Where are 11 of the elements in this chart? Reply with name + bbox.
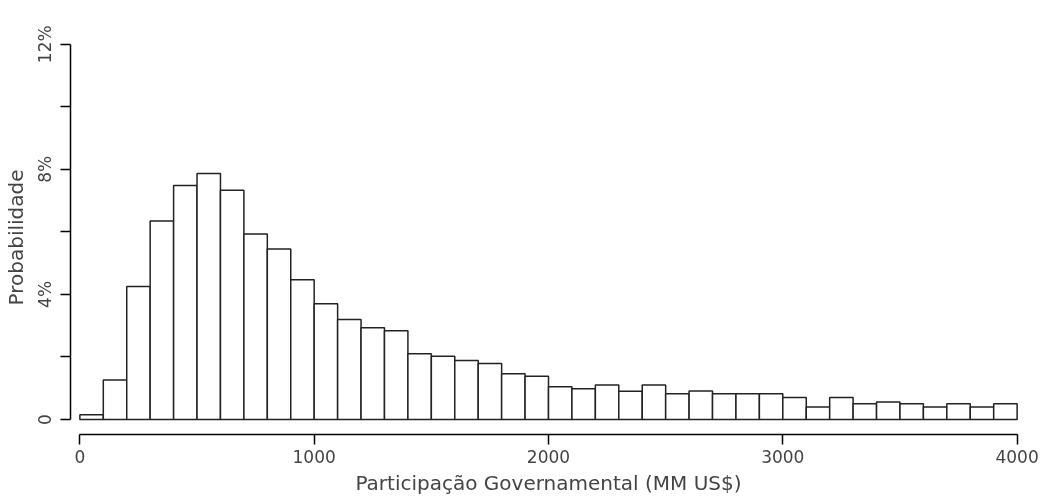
- y-tick-label: 4%: [35, 280, 56, 308]
- y-tick-label: 8%: [35, 155, 56, 183]
- y-tick-label: 0: [35, 414, 56, 425]
- x-tick-label: 3000: [761, 446, 805, 467]
- x-axis-title: Participação Governamental (MM US$): [355, 470, 742, 495]
- x-tick-label: 4000: [995, 446, 1039, 467]
- x-tick-label: 2000: [526, 446, 571, 467]
- y-axis-title: Probabilidade: [3, 169, 28, 306]
- x-tick-label: 0: [74, 446, 86, 467]
- y-tick-label: 12%: [35, 25, 56, 64]
- x-tick-label: 1000: [292, 446, 336, 467]
